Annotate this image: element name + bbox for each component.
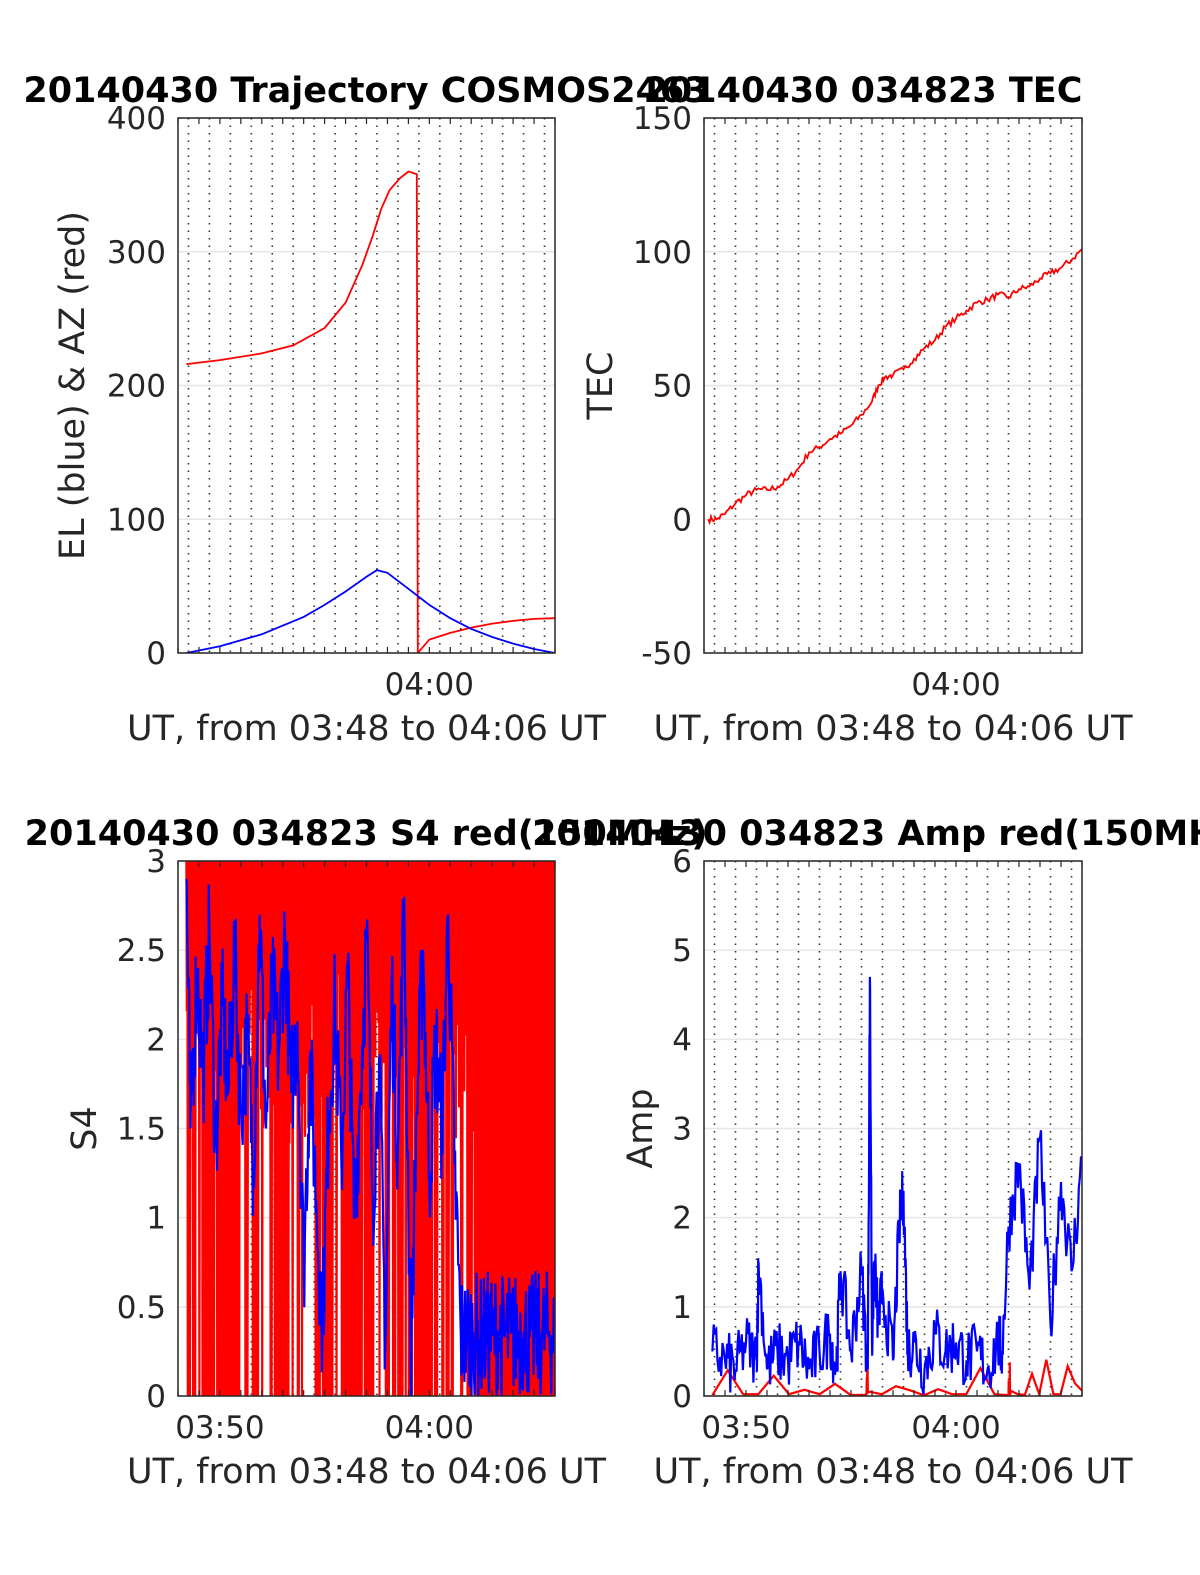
x-axis-label: UT, from 03:48 to 04:06 UT bbox=[127, 1452, 607, 1492]
x-tick-label: 04:00 bbox=[385, 667, 474, 703]
x-axis-label: UT, from 03:48 to 04:06 UT bbox=[127, 709, 607, 749]
chart-title: 20140430 034823 S4 red(150MHz) bbox=[25, 814, 708, 854]
series-group bbox=[185, 861, 555, 1396]
y-tick-label: 6 bbox=[672, 844, 692, 880]
x-tick-label: 03:50 bbox=[175, 1410, 264, 1446]
y-tick-label: 2.5 bbox=[117, 933, 166, 969]
blue-series-line bbox=[711, 976, 1082, 1395]
y-tick-label: 0.5 bbox=[117, 1290, 166, 1326]
red-series-line bbox=[186, 170, 555, 653]
y-tick-label: 50 bbox=[653, 369, 692, 405]
series-group bbox=[711, 976, 1082, 1396]
y-tick-label: 0 bbox=[146, 1379, 166, 1415]
series-group bbox=[707, 248, 1082, 526]
red-series-line bbox=[707, 248, 1082, 526]
y-axis-label: Amp bbox=[621, 1088, 661, 1168]
chart-title: 20140430 Trajectory COSMOS2463 bbox=[23, 71, 708, 111]
x-axis-label: UT, from 03:48 to 04:06 UT bbox=[653, 1452, 1133, 1492]
x-axis-label: UT, from 03:48 to 04:06 UT bbox=[653, 709, 1133, 749]
series-group bbox=[186, 170, 555, 653]
y-tick-label: 0 bbox=[672, 1379, 692, 1415]
y-tick-label: 3 bbox=[146, 844, 166, 880]
panel-s4: 0 0.5 1 1.5 2 2.5 3 03:50 04:00 UT, from 03:48 to… bbox=[25, 814, 708, 1492]
y-tick-label: 2 bbox=[672, 1201, 692, 1237]
y-tick-label: 1 bbox=[672, 1290, 692, 1326]
blue-series-line bbox=[185, 878, 555, 1396]
y-tick-label: 200 bbox=[107, 369, 166, 405]
y-tick-label: 3 bbox=[672, 1112, 692, 1148]
red-series-line bbox=[711, 1359, 1082, 1396]
y-tick-label: -50 bbox=[641, 636, 692, 672]
y-tick-label: 400 bbox=[107, 101, 166, 137]
x-tick-label: 04:00 bbox=[911, 1410, 1000, 1446]
x-tick-label: 04:00 bbox=[385, 1410, 474, 1446]
y-tick-label: 300 bbox=[107, 235, 166, 271]
y-tick-label: 0 bbox=[672, 502, 692, 538]
y-tick-label: 100 bbox=[633, 235, 692, 271]
panel-tec: -50 0 50 100 150 04:00 UT, from 03:48 to 04:06… bbox=[581, 71, 1133, 749]
y-axis-label: TEC bbox=[581, 352, 621, 421]
y-axis-label: S4 bbox=[65, 1106, 105, 1151]
y-tick-label: 100 bbox=[107, 502, 166, 538]
y-tick-label: 5 bbox=[672, 933, 692, 969]
y-tick-label: 4 bbox=[672, 1022, 692, 1058]
y-tick-label: 1 bbox=[146, 1201, 166, 1237]
y-tick-label: 1.5 bbox=[117, 1112, 166, 1148]
blue-series-line bbox=[186, 569, 555, 653]
y-tick-label: 2 bbox=[146, 1022, 166, 1058]
chart-title: 20140430 034823 TEC bbox=[644, 71, 1083, 111]
y-axis-label: EL (blue) & AZ (red) bbox=[53, 211, 93, 560]
x-tick-label: 03:50 bbox=[701, 1410, 790, 1446]
y-tick-label: 150 bbox=[633, 101, 692, 137]
y-tick-label: 0 bbox=[146, 636, 166, 672]
panel-trajectory: 0 100 200 300 400 04:00 UT, from 03:48 to 04:0… bbox=[23, 71, 708, 749]
x-tick-label: 04:00 bbox=[911, 667, 1000, 703]
panel-amp: 0 1 2 3 4 5 6 03:50 04:00 UT, from 03:48 to 04:06… bbox=[532, 814, 1200, 1492]
chart-title: 20140430 034823 Amp red(150MHz) bbox=[532, 814, 1200, 854]
